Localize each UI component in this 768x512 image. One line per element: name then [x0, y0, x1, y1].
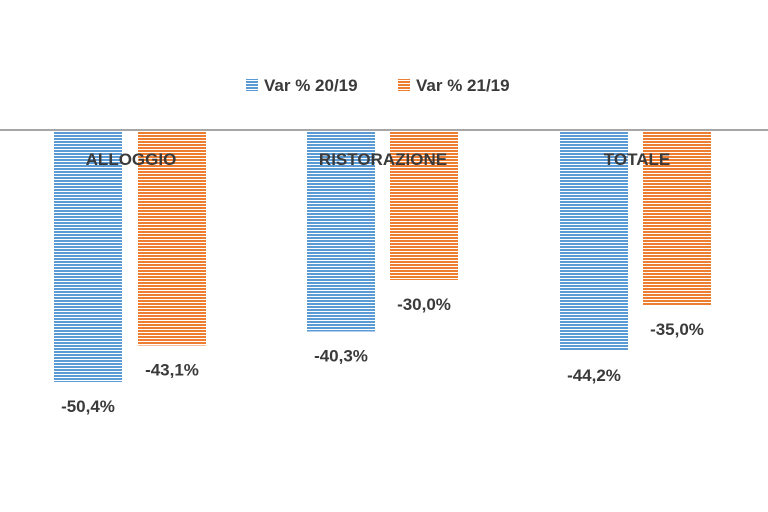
category-label-alloggio: ALLOGGIO	[86, 150, 177, 169]
legend-swatch-series-1	[246, 79, 258, 91]
data-label-alloggio-series-1: -50,4%	[61, 397, 115, 416]
data-label-ristorazione-series-2: -30,0%	[397, 295, 451, 314]
bar-totale-series-1	[560, 130, 628, 351]
category-label-ristorazione: RISTORAZIONE	[319, 150, 447, 169]
data-label-alloggio-series-2: -43,1%	[145, 361, 199, 380]
bar-ristorazione-series-2	[390, 130, 458, 280]
data-label-ristorazione-series-1: -40,3%	[314, 347, 368, 366]
data-label-totale-series-1: -44,2%	[567, 366, 621, 385]
legend-swatch-series-2	[398, 79, 410, 91]
bar-alloggio-series-1	[54, 130, 122, 382]
category-labels: ALLOGGIO RISTORAZIONE TOTALE	[86, 150, 671, 169]
bars-group	[54, 130, 711, 382]
legend-label-series-2: Var % 21/19	[416, 76, 510, 95]
category-label-totale: TOTALE	[604, 150, 670, 169]
legend-label-series-1: Var % 20/19	[264, 76, 358, 95]
bar-totale-series-2	[643, 130, 711, 305]
chart-legend: Var % 20/19 Var % 21/19	[246, 76, 510, 95]
bar-alloggio-series-2	[138, 130, 206, 346]
data-label-totale-series-2: -35,0%	[650, 320, 704, 339]
bar-ristorazione-series-1	[307, 130, 375, 332]
data-labels: -50,4% -43,1% -40,3% -30,0% -44,2% -35,0%	[61, 295, 704, 416]
